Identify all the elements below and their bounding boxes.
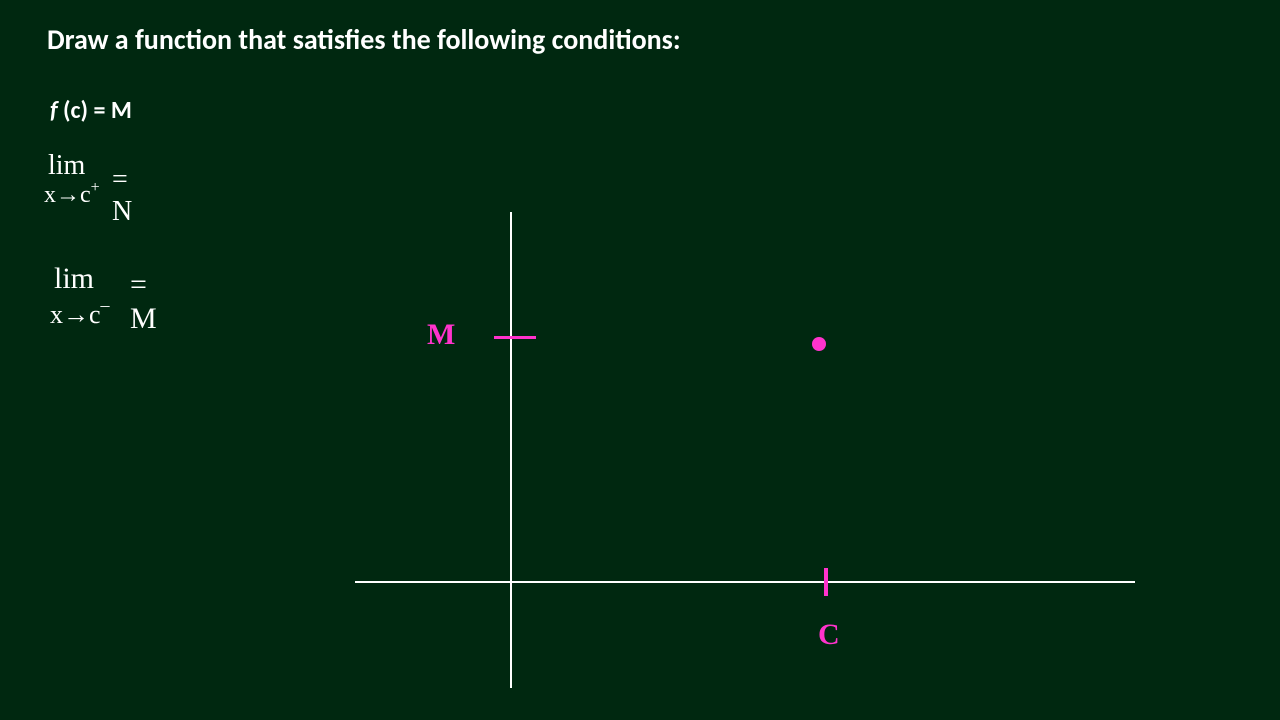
limit-left: lim x→c– = M — [54, 262, 94, 296]
lim-text-2: lim — [54, 262, 94, 295]
lim2-sub: x→c — [50, 300, 101, 329]
f-symbol: f — [50, 96, 58, 125]
condition-fc: f (c) = M — [50, 96, 132, 125]
limit-right: lim x→c+ = N — [48, 150, 85, 182]
lim2-eq: = M — [130, 268, 157, 336]
y-axis — [510, 212, 512, 688]
problem-title: Draw a function that satisfies the follo… — [47, 22, 681, 57]
lim-text-1: lim — [48, 150, 85, 181]
lim1-eq: = N — [112, 164, 132, 228]
label-m: M — [427, 318, 455, 352]
lim1-sub: x→c — [44, 182, 91, 208]
lim1-sup: + — [91, 179, 100, 196]
x-axis — [355, 581, 1135, 583]
y-tick-m — [494, 336, 536, 339]
fc-rest: (c) = M — [58, 96, 132, 125]
closed-point-cm — [812, 337, 826, 351]
x-tick-c — [824, 568, 828, 596]
label-c: C — [818, 618, 840, 652]
lim2-sup: – — [101, 295, 110, 315]
